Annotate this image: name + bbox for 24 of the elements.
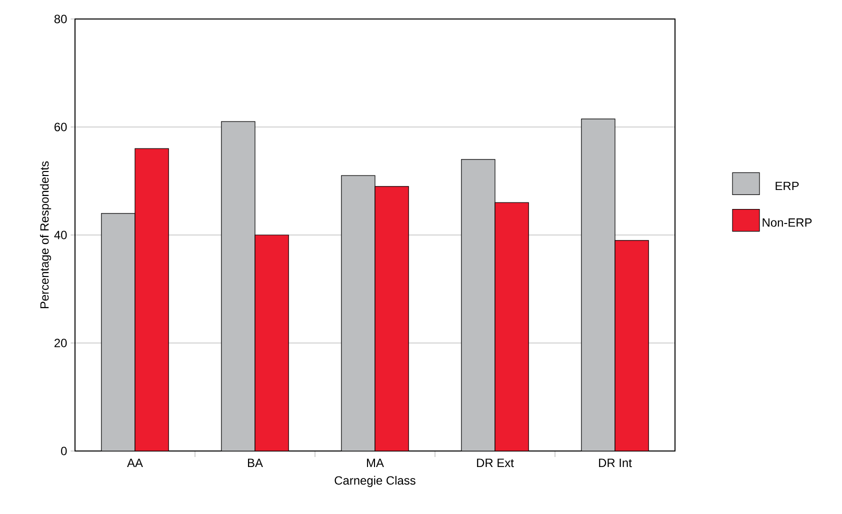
bar bbox=[134, 148, 169, 451]
bar bbox=[614, 240, 649, 451]
legend-label: Non-ERP bbox=[762, 218, 812, 227]
y-tick-label: 0 bbox=[61, 446, 67, 456]
bar bbox=[221, 121, 256, 451]
bar bbox=[581, 118, 616, 451]
x-tick-label: AA bbox=[127, 458, 143, 467]
y-axis-title: Percentage of Respondents bbox=[40, 161, 52, 308]
y-tick-label: 20 bbox=[54, 338, 67, 348]
x-tick-label: DR Ext bbox=[477, 458, 514, 468]
bar bbox=[374, 186, 409, 451]
x-axis-title: Carnegie Class bbox=[334, 476, 416, 488]
x-tick-label: BA bbox=[248, 458, 263, 467]
bar bbox=[494, 202, 529, 451]
y-tick-label: 80 bbox=[54, 14, 67, 24]
bar bbox=[101, 213, 136, 451]
legend-label: ERP bbox=[776, 182, 799, 190]
bar bbox=[341, 175, 376, 451]
x-tick-label: MA bbox=[367, 458, 384, 467]
y-tick-label: 40 bbox=[54, 230, 67, 240]
x-tick-label: DR Int bbox=[599, 458, 632, 468]
y-tick-label: 60 bbox=[54, 122, 67, 132]
bar bbox=[254, 234, 289, 451]
bar bbox=[461, 159, 496, 451]
